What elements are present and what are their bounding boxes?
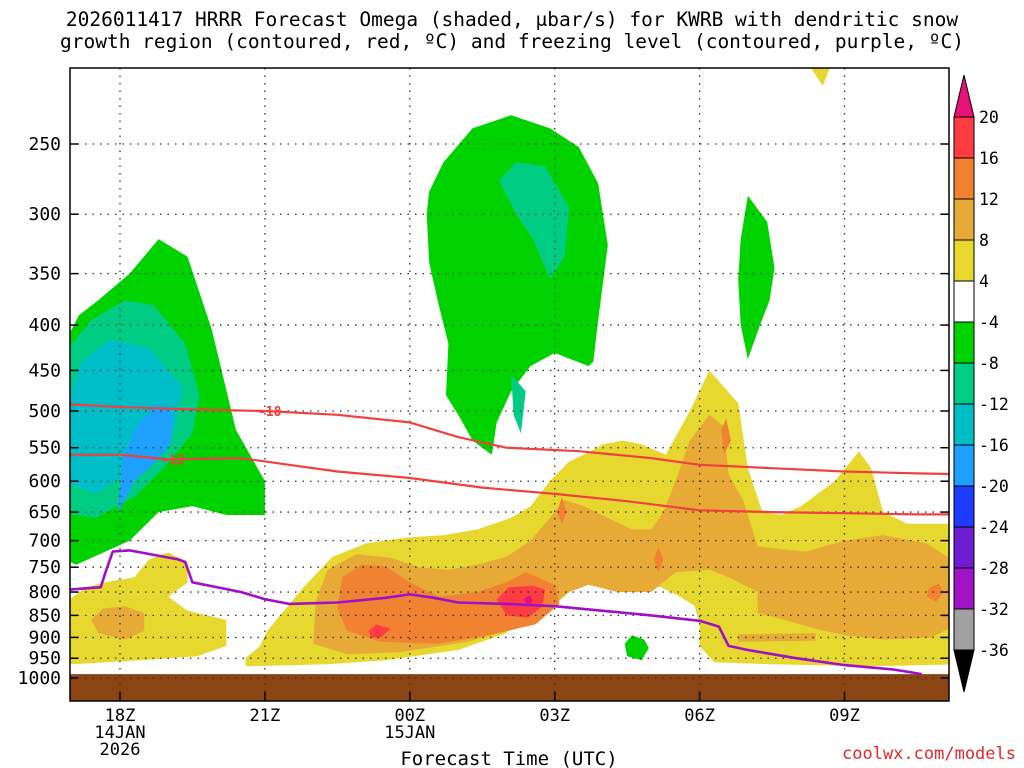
colorbar-legend: 20 16 12 8 4 -4 -8 -12 -16 -20 -24 -28 -32 -36 <box>953 74 1009 693</box>
y-tick-label-1000: 1000 <box>18 668 61 689</box>
x-tick-label-18Z: 18Z <box>105 706 136 726</box>
colorbar-swatch--20-to--16 <box>953 444 975 487</box>
colorbar-label: -28 <box>979 559 1009 578</box>
x-tick-date-15JAN: 15JAN <box>384 723 435 743</box>
y-tick-label-250: 250 <box>28 134 61 155</box>
colorbar-label: 8 <box>979 231 989 250</box>
x-axis-label: Forecast Time (UTC) <box>400 748 617 768</box>
colorbar-label: 12 <box>979 190 999 209</box>
x-tick-label-00Z: 00Z <box>394 706 425 726</box>
colorbar-label: -32 <box>979 600 1009 619</box>
y-tick-label-450: 450 <box>28 360 61 381</box>
colorbar-swatch--12-to--8 <box>953 362 975 405</box>
x-tick-year: 2026 <box>100 740 141 760</box>
colorbar-swatch--32-to--28 <box>953 567 975 610</box>
grid-lines <box>70 68 949 701</box>
omega-region-sinking-main-lower <box>523 594 533 607</box>
colorbar-swatch--24-to--20 <box>953 485 975 528</box>
contour-lines: -18 -12 <box>70 403 949 676</box>
omega-region-sinking-small-patches <box>738 633 816 642</box>
omega-region-sinking-small-patches <box>926 583 944 602</box>
y-tick-label-750: 750 <box>28 557 61 578</box>
omega-region-rising-upper-center <box>499 162 570 280</box>
y-tick-label-300: 300 <box>28 204 61 225</box>
freezing-level-contour <box>70 549 923 676</box>
y-tick-label-900: 900 <box>28 627 61 648</box>
colorbar-swatch--4-to-4 <box>953 280 975 323</box>
colorbar-swatch--16-to--12 <box>953 403 975 446</box>
y-tick-label-850: 850 <box>28 605 61 626</box>
colorbar-label: -8 <box>979 354 999 373</box>
chart-title-line-1: 2026011417 HRRR Forecast Omega (shaded, … <box>65 8 959 31</box>
colorbar-under-triangle <box>953 649 975 693</box>
omega-region-sinking-main-lower <box>496 585 545 618</box>
colorbar-label: -36 <box>979 641 1009 660</box>
y-tick-label-500: 500 <box>28 401 61 422</box>
source-credit[interactable]: coolwx.com/models <box>842 744 1016 764</box>
chart-title-line-2: growth region (contoured, red, ºC) and f… <box>60 30 964 53</box>
omega-region-sinking-small-patches <box>653 547 664 573</box>
x-tick-label-09Z: 09Z <box>829 706 860 726</box>
colorbar-swatch-16-to-20 <box>953 116 975 159</box>
x-tick-label-03Z: 03Z <box>539 706 570 726</box>
x-tick-date-14JAN: 14JAN <box>94 723 145 743</box>
omega-shading <box>70 68 949 667</box>
colorbar-label: -4 <box>979 313 999 332</box>
colorbar-swatch-12-to-16 <box>953 157 975 200</box>
colorbar-swatch--36-to--32 <box>953 608 975 651</box>
ground-layer <box>70 674 949 701</box>
colorbar-label: 20 <box>979 108 999 127</box>
omega-region-sinking-top-edge <box>810 68 830 86</box>
contour-label: -18 <box>258 405 282 420</box>
x-tick-label-21Z: 21Z <box>250 706 281 726</box>
colorbar-swatch-4-to-8 <box>953 239 975 282</box>
x-tick-label-06Z: 06Z <box>684 706 715 726</box>
colorbar-label: -16 <box>979 436 1009 455</box>
contour-label: -12 <box>161 453 184 468</box>
colorbar-swatch--8-to--4 <box>953 321 975 364</box>
omega-region-sinking-left-lower <box>70 552 227 665</box>
colorbar-label: -20 <box>979 477 1009 496</box>
omega-region-rising-upper-right <box>738 195 775 360</box>
y-tick-label-550: 550 <box>28 438 61 459</box>
colorbar-label: 4 <box>979 272 989 291</box>
omega-region-sinking-small-patches <box>721 418 731 455</box>
y-tick-label-350: 350 <box>28 264 61 285</box>
dendritic-snow-growth-contour <box>70 403 949 476</box>
omega-region-rising-upper-center <box>511 374 526 434</box>
plot-frame <box>69 67 950 702</box>
ground-fill <box>70 674 949 701</box>
colorbar-label: -24 <box>979 518 1009 537</box>
omega-region-rising-lower-right <box>624 635 649 661</box>
omega-region-sinking-small-patches <box>557 497 567 524</box>
colorbar-label: 16 <box>979 149 999 168</box>
colorbar-swatch-8-to-12 <box>953 198 975 241</box>
omega-region-sinking-left-lower <box>91 606 145 640</box>
colorbar-over-triangle <box>953 74 975 118</box>
y-tick-label-650: 650 <box>28 502 61 523</box>
y-axis: 2503003504004505005506006507007508008509… <box>18 134 949 689</box>
omega-region-sinking-main-lower <box>368 624 391 638</box>
omega-region-sinking-main-lower <box>337 564 560 644</box>
y-tick-label-400: 400 <box>28 315 61 336</box>
y-tick-label-700: 700 <box>28 531 61 552</box>
y-tick-label-950: 950 <box>28 648 61 669</box>
y-tick-label-800: 800 <box>28 582 61 603</box>
y-tick-label-600: 600 <box>28 471 61 492</box>
colorbar-swatch--28-to--24 <box>953 526 975 569</box>
colorbar-label: -12 <box>979 395 1009 414</box>
dendritic-snow-growth-contour <box>70 453 949 516</box>
